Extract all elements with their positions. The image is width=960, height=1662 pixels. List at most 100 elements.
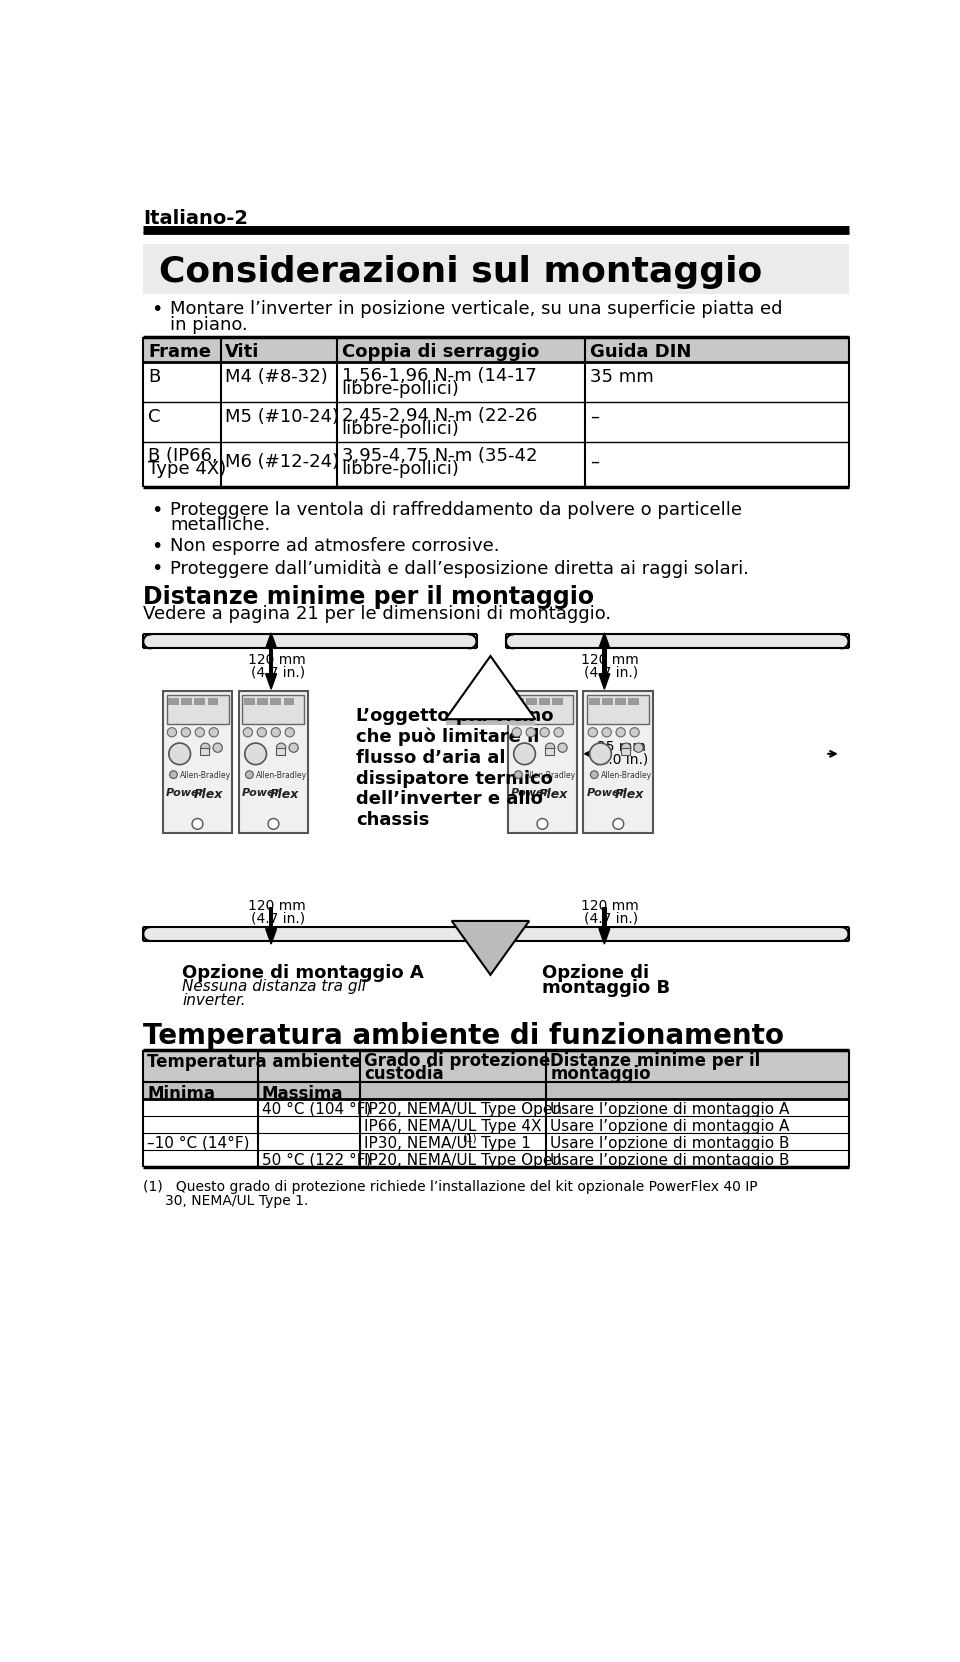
Text: 3,95-4,75 N-m (35-42: 3,95-4,75 N-m (35-42 bbox=[342, 447, 538, 465]
Circle shape bbox=[285, 728, 295, 736]
Circle shape bbox=[526, 728, 536, 736]
Text: IP66, NEMA/UL Type 4X: IP66, NEMA/UL Type 4X bbox=[364, 1119, 541, 1133]
Text: inverter.: inverter. bbox=[182, 992, 246, 1007]
Bar bbox=[257, 698, 268, 705]
Text: Power: Power bbox=[242, 788, 280, 798]
Circle shape bbox=[602, 728, 612, 736]
Text: Flex: Flex bbox=[614, 788, 644, 801]
Bar bbox=[276, 748, 285, 756]
Circle shape bbox=[181, 728, 190, 736]
Circle shape bbox=[512, 728, 521, 736]
Text: Guida DIN: Guida DIN bbox=[589, 344, 691, 361]
Circle shape bbox=[209, 728, 219, 736]
Bar bbox=[508, 691, 577, 833]
Text: (4.7 in.): (4.7 in.) bbox=[251, 665, 305, 680]
Circle shape bbox=[545, 743, 555, 753]
Text: Proteggere la ventola di raffreddamento da polvere o particelle: Proteggere la ventola di raffreddamento … bbox=[170, 500, 742, 519]
Circle shape bbox=[257, 728, 267, 736]
Circle shape bbox=[243, 728, 252, 736]
Text: B: B bbox=[148, 367, 160, 386]
Bar bbox=[588, 698, 600, 705]
Text: –10 °C (14°F): –10 °C (14°F) bbox=[147, 1135, 250, 1150]
Bar bbox=[181, 698, 192, 705]
Text: M4 (#8-32): M4 (#8-32) bbox=[226, 367, 328, 386]
Bar bbox=[512, 695, 573, 725]
Circle shape bbox=[246, 771, 253, 778]
Bar bbox=[143, 337, 849, 362]
Bar bbox=[257, 1049, 259, 1082]
Text: Montare l’inverter in posizione verticale, su una superficie piatta ed: Montare l’inverter in posizione vertical… bbox=[170, 301, 782, 319]
Text: 40 °C (104 °F): 40 °C (104 °F) bbox=[262, 1102, 372, 1117]
Circle shape bbox=[590, 771, 598, 778]
Text: 1,56-1,96 N-m (14-17: 1,56-1,96 N-m (14-17 bbox=[342, 367, 537, 384]
Text: Flex: Flex bbox=[194, 788, 223, 801]
Circle shape bbox=[558, 743, 567, 753]
Text: Grado di protezione: Grado di protezione bbox=[364, 1052, 550, 1070]
Bar bbox=[540, 698, 550, 705]
Text: B (IP66,: B (IP66, bbox=[148, 447, 218, 465]
Bar bbox=[166, 695, 228, 725]
Text: –: – bbox=[589, 452, 599, 470]
Polygon shape bbox=[266, 929, 276, 944]
Text: IP30, NEMA/UL Type 1: IP30, NEMA/UL Type 1 bbox=[364, 1135, 531, 1150]
Polygon shape bbox=[445, 656, 536, 720]
Bar bbox=[629, 698, 639, 705]
Text: Allen-Bradley: Allen-Bradley bbox=[180, 771, 230, 779]
Text: C: C bbox=[148, 409, 160, 425]
Circle shape bbox=[192, 818, 203, 829]
Bar bbox=[143, 244, 849, 294]
Bar bbox=[621, 748, 630, 756]
Text: M5 (#10-24): M5 (#10-24) bbox=[226, 409, 340, 425]
Text: libbre-pollici): libbre-pollici) bbox=[342, 381, 460, 399]
Circle shape bbox=[634, 743, 643, 753]
Text: Nessuna distanza tra gli: Nessuna distanza tra gli bbox=[182, 979, 366, 994]
Text: Minima: Minima bbox=[147, 1085, 215, 1104]
Bar bbox=[584, 691, 653, 833]
Circle shape bbox=[201, 743, 210, 753]
Circle shape bbox=[630, 728, 639, 736]
Circle shape bbox=[169, 743, 190, 765]
Bar bbox=[200, 748, 209, 756]
Bar bbox=[506, 635, 849, 648]
Bar bbox=[271, 698, 281, 705]
Circle shape bbox=[612, 818, 624, 829]
Text: Power: Power bbox=[587, 788, 626, 798]
Polygon shape bbox=[599, 929, 610, 944]
Bar bbox=[283, 698, 295, 705]
Text: 35 mm: 35 mm bbox=[589, 367, 654, 386]
Text: (4.7 in.): (4.7 in.) bbox=[585, 665, 638, 680]
Bar bbox=[143, 635, 476, 648]
Bar bbox=[143, 927, 476, 941]
Bar bbox=[162, 691, 232, 833]
Text: metalliche.: metalliche. bbox=[170, 515, 271, 534]
Polygon shape bbox=[266, 633, 276, 648]
Bar bbox=[143, 1049, 849, 1082]
Circle shape bbox=[276, 743, 286, 753]
Text: Usare l’opzione di montaggio B: Usare l’opzione di montaggio B bbox=[550, 1153, 790, 1168]
Text: M6 (#12-24): M6 (#12-24) bbox=[226, 452, 340, 470]
Bar bbox=[194, 698, 205, 705]
Text: Italiano-2: Italiano-2 bbox=[143, 209, 249, 228]
Circle shape bbox=[268, 818, 278, 829]
Bar bbox=[508, 691, 577, 833]
Text: 120 mm: 120 mm bbox=[581, 899, 638, 914]
Text: Viti: Viti bbox=[226, 344, 260, 361]
Circle shape bbox=[195, 728, 204, 736]
Bar bbox=[513, 698, 524, 705]
Text: Power: Power bbox=[511, 788, 549, 798]
Bar bbox=[166, 695, 228, 725]
Bar bbox=[602, 698, 612, 705]
Circle shape bbox=[589, 743, 612, 765]
Bar bbox=[162, 691, 232, 833]
Text: Flex: Flex bbox=[270, 788, 299, 801]
Circle shape bbox=[245, 743, 267, 765]
Text: Temperatura ambiente di funzionamento: Temperatura ambiente di funzionamento bbox=[143, 1022, 784, 1050]
Text: in piano.: in piano. bbox=[170, 316, 248, 334]
Text: IP20, NEMA/UL Type Open: IP20, NEMA/UL Type Open bbox=[364, 1102, 563, 1117]
Bar bbox=[207, 698, 219, 705]
Circle shape bbox=[515, 771, 522, 778]
Text: libbre-pollici): libbre-pollici) bbox=[342, 420, 460, 439]
Text: Usare l’opzione di montaggio A: Usare l’opzione di montaggio A bbox=[550, 1102, 789, 1117]
Text: 120 mm: 120 mm bbox=[581, 653, 638, 666]
Bar bbox=[544, 748, 554, 756]
